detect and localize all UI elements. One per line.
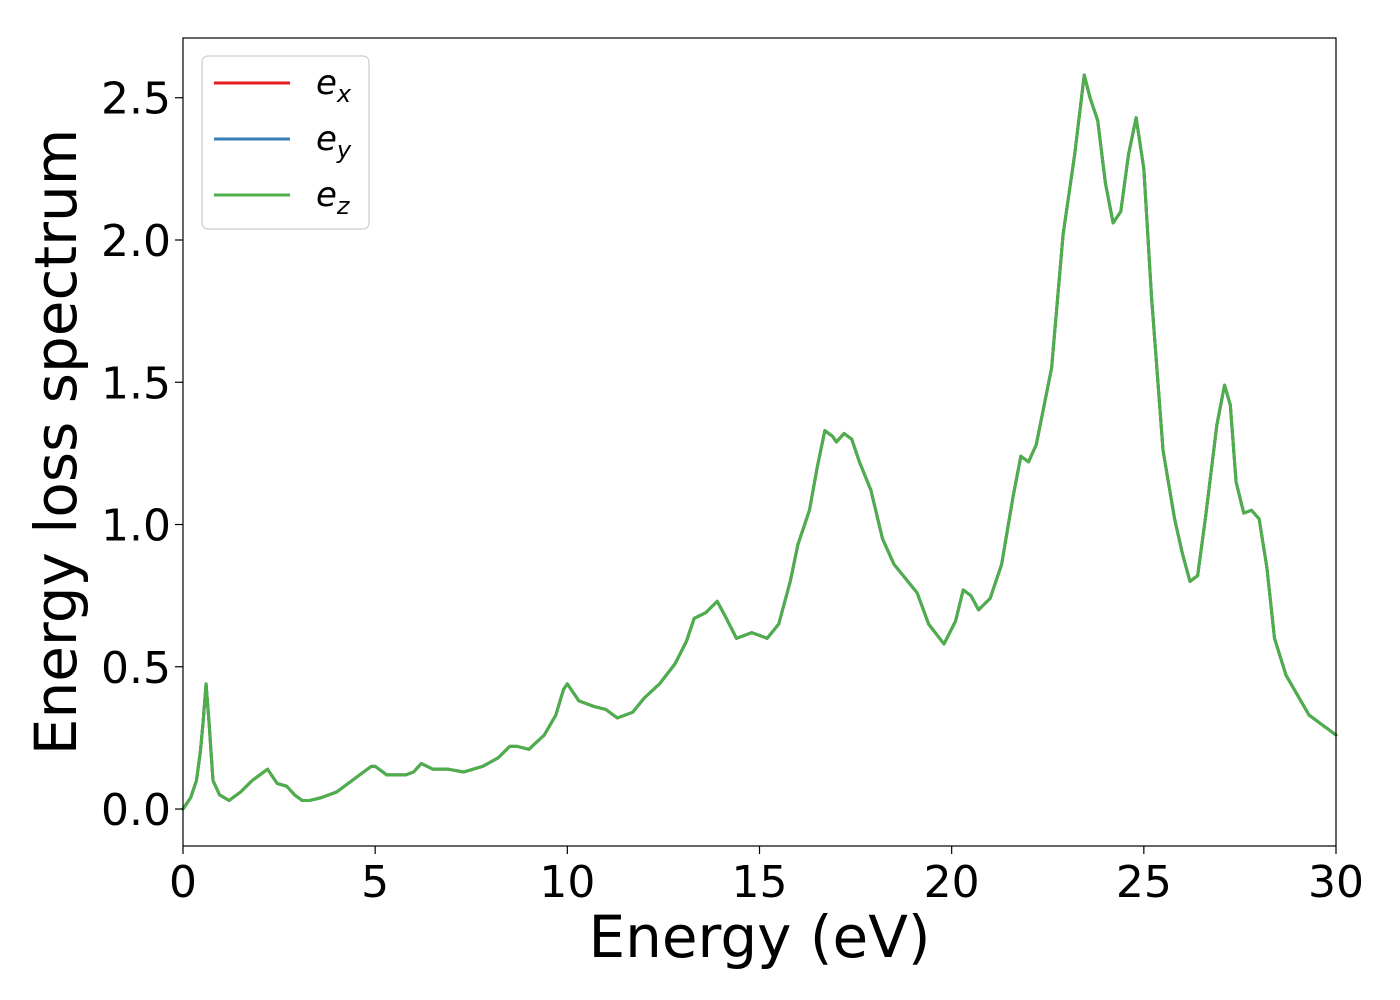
legend-label-e-z: ez xyxy=(316,175,351,220)
y-tick-label: 2.0 xyxy=(101,216,171,267)
legend-box xyxy=(201,55,370,230)
x-tick-label: 30 xyxy=(1308,857,1364,908)
y-tick-label: 0.5 xyxy=(101,643,171,694)
legend-label-e-x: ex xyxy=(316,63,352,108)
x-tick-label: 20 xyxy=(924,857,980,908)
x-tick-label: 5 xyxy=(361,857,389,908)
x-axis-label: Energy (eV) xyxy=(588,903,930,971)
y-tick-label: 2.5 xyxy=(101,74,171,125)
y-tick-label: 0.0 xyxy=(101,785,171,836)
legend: ex ey ez xyxy=(201,55,370,230)
x-tick-label: 10 xyxy=(539,857,595,908)
x-tick-label: 0 xyxy=(169,857,197,908)
y-axis: 0.0 0.5 1.0 1.5 2.0 2.5 xyxy=(101,74,183,836)
x-axis: 0 5 10 15 20 25 30 xyxy=(169,846,1364,908)
y-tick-label: 1.0 xyxy=(101,501,171,552)
y-tick-label: 1.5 xyxy=(101,358,171,409)
y-axis-label: Energy loss spectrum xyxy=(22,129,90,755)
series-layer xyxy=(181,73,1338,811)
x-tick-label: 25 xyxy=(1116,857,1172,908)
series-line-e-z xyxy=(181,73,1338,811)
legend-label-e-y: ey xyxy=(316,119,352,164)
x-tick-label: 15 xyxy=(732,857,788,908)
